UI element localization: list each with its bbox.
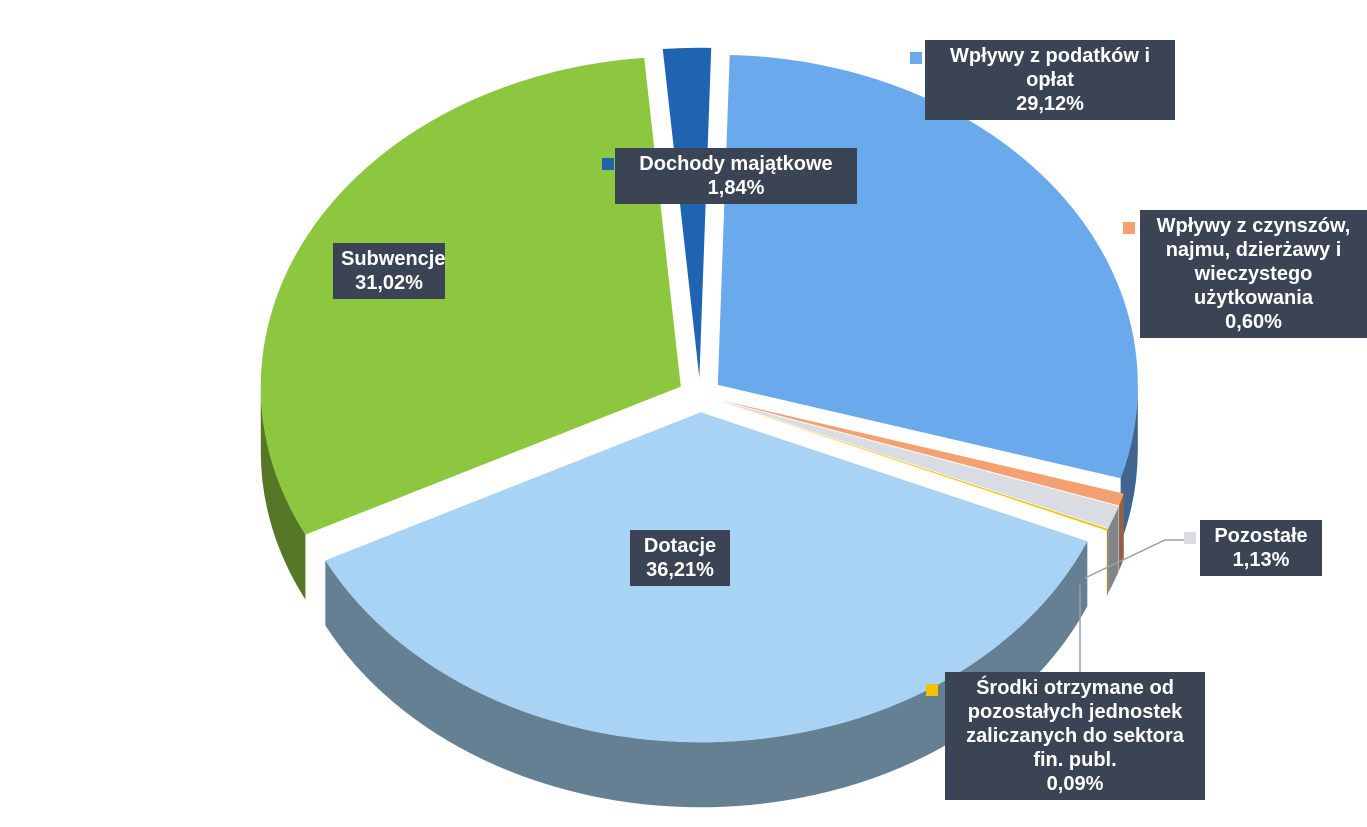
slice-side: [260, 386, 306, 600]
category-name: Subwencje: [341, 248, 446, 270]
leader-line: [1084, 539, 1195, 579]
value-label: 0,60%: [1225, 311, 1282, 333]
value-label: 36,21%: [646, 559, 714, 581]
data-label: Wpływy z podatków i opłat 29,12%: [925, 40, 1175, 120]
slice: [662, 47, 712, 378]
slice: [720, 400, 1124, 506]
value-label: 0,09%: [1046, 773, 1104, 795]
slice-side: [1119, 493, 1124, 571]
slice-side: [1120, 384, 1138, 544]
slice-side: [1108, 506, 1119, 594]
category-name: Dochody majątkowe: [639, 153, 833, 175]
slice: [720, 401, 1108, 531]
legend-marker: [602, 158, 614, 170]
category-name: Środki otrzymane od pozostałych jednoste…: [966, 677, 1184, 771]
slice: [260, 57, 681, 535]
slice-side: [1106, 528, 1108, 596]
data-label: Pozostałe 1,13%: [1200, 520, 1322, 576]
legend-marker: [926, 684, 938, 696]
legend-marker: [910, 52, 922, 64]
slice: [720, 401, 1119, 529]
category-name: Dotacje: [643, 535, 717, 557]
value-label: 1,13%: [1232, 549, 1290, 571]
category-name: Wpływy z podatków i opłat: [949, 45, 1150, 91]
value-label: 29,12%: [1016, 93, 1084, 115]
category-name: Wpływy z czynszów, najmu, dzierżawy i wi…: [1156, 215, 1351, 309]
data-label: Wpływy z czynszów, najmu, dzierżawy i wi…: [1140, 210, 1367, 338]
data-label: Dochody majątkowe 1,84%: [615, 148, 857, 204]
category-name: Pozostałe: [1214, 525, 1308, 547]
value-label: 31,02%: [355, 272, 423, 294]
data-label: Środki otrzymane od pozostałych jednoste…: [945, 672, 1205, 800]
data-label: Dotacje 36,21%: [630, 530, 730, 586]
slice-side: [325, 541, 1088, 808]
legend-marker: [1123, 222, 1135, 234]
value-label: 1,84%: [707, 177, 765, 199]
legend-marker: [1184, 532, 1196, 544]
data-label: Subwencje 31,02%: [333, 243, 445, 299]
